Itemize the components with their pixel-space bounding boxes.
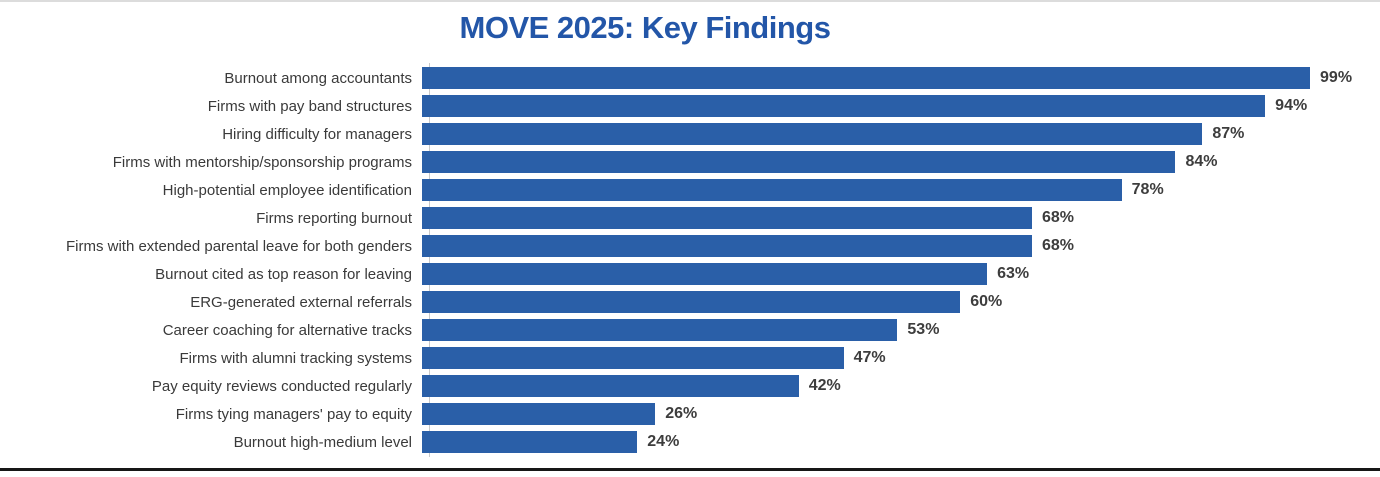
bar-row: Hiring difficulty for managers 87%: [0, 120, 1380, 148]
value-label: 24%: [647, 433, 680, 450]
category-label: Firms with extended parental leave for b…: [65, 237, 412, 255]
bar: [422, 123, 1203, 145]
bar-track: 94%: [422, 95, 1319, 117]
bar: [422, 235, 1032, 257]
bar: [422, 347, 844, 369]
value-label: 68%: [1041, 209, 1074, 226]
bar-row: Firms with mentorship/sponsorship progra…: [0, 148, 1380, 176]
category-label: Career coaching for alternative tracks: [162, 321, 412, 339]
category-label: Firms with pay band structures: [207, 97, 412, 115]
value-label: 68%: [1041, 237, 1074, 254]
category-label: Pay equity reviews conducted regularly: [151, 377, 412, 395]
bar-track: 47%: [422, 347, 1319, 369]
value-label: 94%: [1275, 97, 1308, 114]
bar: [422, 291, 961, 313]
value-label: 60%: [970, 293, 1003, 310]
bar-row: Firms with pay band structures 94%: [0, 92, 1380, 120]
bar-track: 87%: [422, 123, 1319, 145]
value-label: 26%: [665, 405, 698, 422]
bar-track: 78%: [422, 179, 1319, 201]
bar: [422, 263, 988, 285]
value-label: 47%: [853, 349, 886, 366]
y-axis-line: [429, 63, 430, 457]
bar-row: Firms tying managers' pay to equity 26%: [0, 400, 1380, 428]
value-label: 87%: [1212, 125, 1245, 142]
bar-row: Burnout high-medium level 24%: [0, 428, 1380, 456]
bar-chart: Burnout among accountants 99% Firms with p…: [0, 63, 1380, 457]
value-label: 42%: [808, 377, 841, 394]
bar-row: Career coaching for alternative tracks 53…: [0, 316, 1380, 344]
bar-track: 42%: [422, 375, 1319, 397]
top-border-line: [0, 0, 1380, 2]
value-label: 99%: [1320, 69, 1353, 86]
bar: [422, 179, 1122, 201]
bar-track: 26%: [422, 403, 1319, 425]
bottom-border-line: [0, 468, 1380, 471]
bar-row: Burnout among accountants 99%: [0, 64, 1380, 92]
bar-track: 24%: [422, 431, 1319, 453]
bar-row: High-potential employee identification 78…: [0, 176, 1380, 204]
bar: [422, 375, 799, 397]
value-label: 84%: [1185, 153, 1218, 170]
category-label: Burnout cited as top reason for leaving: [155, 265, 412, 283]
category-label: High-potential employee identification: [162, 181, 412, 199]
bar-row: Burnout cited as top reason for leaving 6…: [0, 260, 1380, 288]
category-label: Burnout among accountants: [224, 69, 412, 87]
bar-track: 68%: [422, 207, 1319, 229]
bar: [422, 431, 638, 453]
category-label: Firms with mentorship/sponsorship progra…: [112, 153, 412, 171]
bar: [422, 319, 898, 341]
bar: [422, 403, 656, 425]
bar-row: Firms with alumni tracking systems 47%: [0, 344, 1380, 372]
bar-track: 84%: [422, 151, 1319, 173]
bar: [422, 151, 1176, 173]
bar-rows-container: Burnout among accountants 99% Firms with p…: [0, 64, 1380, 456]
category-label: Burnout high-medium level: [233, 433, 412, 451]
bar-track: 68%: [422, 235, 1319, 257]
value-label: 53%: [907, 321, 940, 338]
bar-track: 99%: [422, 67, 1352, 89]
chart-title: MOVE 2025: Key Findings: [459, 10, 831, 45]
bar: [422, 95, 1266, 117]
category-label: ERG-generated external referrals: [190, 293, 412, 311]
bar: [422, 207, 1032, 229]
category-label: Firms tying managers' pay to equity: [175, 405, 412, 423]
bar-row: Pay equity reviews conducted regularly 42…: [0, 372, 1380, 400]
bar-track: 63%: [422, 263, 1319, 285]
bar-track: 60%: [422, 291, 1319, 313]
bar-track: 53%: [422, 319, 1319, 341]
bar-row: ERG-generated external referrals 60%: [0, 288, 1380, 316]
bar-row: Firms with extended parental leave for b…: [0, 232, 1380, 260]
value-label: 78%: [1131, 181, 1164, 198]
bar-row: Firms reporting burnout 68%: [0, 204, 1380, 232]
category-label: Firms with alumni tracking systems: [179, 349, 412, 367]
bar: [422, 67, 1311, 89]
category-label: Hiring difficulty for managers: [222, 125, 412, 143]
value-label: 63%: [997, 265, 1030, 282]
category-label: Firms reporting burnout: [256, 209, 412, 227]
